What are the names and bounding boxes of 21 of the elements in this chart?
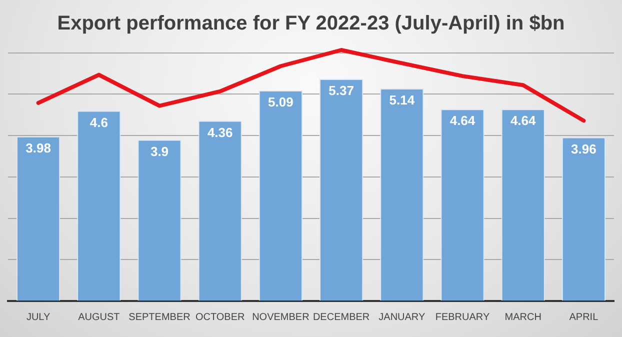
data-label: 4.6 (90, 114, 108, 130)
x-tick-label: OCTOBER (195, 312, 245, 323)
data-label: 5.37 (328, 83, 354, 98)
chart-title: Export performance for FY 2022-23 (July-April) in $bn (57, 12, 565, 35)
data-label: 5.09 (268, 94, 294, 110)
data-label: 3.98 (26, 140, 51, 156)
x-tick-label: JANUARY (378, 312, 426, 323)
data-label: 3.9 (150, 144, 169, 159)
x-tick-label: APRIL (569, 312, 599, 323)
x-tick-label: SEPTEMBER (128, 312, 190, 323)
x-tick-label: JULY (26, 312, 50, 323)
data-label: 3.96 (571, 141, 596, 156)
x-tick-label: FEBRUARY (435, 312, 490, 323)
data-label: 4.64 (450, 113, 476, 128)
x-tick-label: DECEMBER (312, 312, 370, 323)
x-tick-label: MARCH (504, 312, 542, 323)
x-tick-label: NOVEMBER (252, 312, 310, 323)
data-label: 5.14 (389, 92, 416, 108)
data-label: 4.36 (207, 124, 233, 140)
x-tick-label: AUGUST (78, 312, 120, 323)
data-label: 4.64 (510, 113, 537, 128)
